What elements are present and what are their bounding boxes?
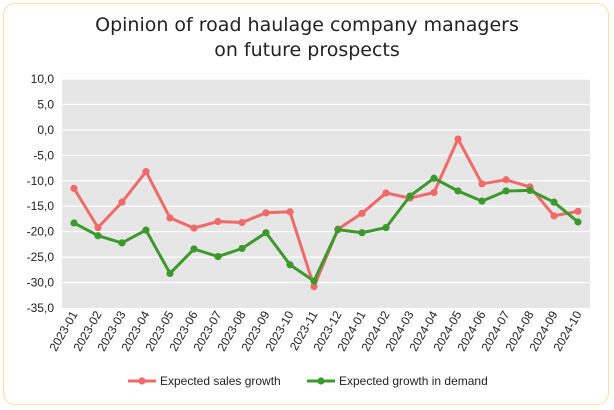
series-1-point bbox=[262, 209, 270, 217]
series-2-point bbox=[574, 218, 582, 226]
series-1-point bbox=[310, 283, 318, 291]
series-1-point bbox=[430, 188, 438, 197]
series-2-point bbox=[118, 239, 126, 247]
series-2-point bbox=[142, 226, 150, 234]
series-2-point bbox=[70, 219, 78, 227]
series-2-point bbox=[406, 192, 414, 200]
series-1-point bbox=[142, 168, 150, 176]
series-2-point bbox=[502, 187, 510, 195]
series-line-2 bbox=[73, 176, 579, 283]
y-tick-label: -25,0 bbox=[27, 250, 55, 264]
series-1-point bbox=[94, 223, 102, 232]
series-1-point bbox=[286, 208, 294, 216]
series-2-point bbox=[310, 277, 318, 285]
y-tick-label: 10,0 bbox=[31, 72, 55, 86]
series-1-point bbox=[214, 217, 222, 226]
series-1-point bbox=[478, 180, 486, 188]
series-1-point bbox=[118, 198, 126, 206]
series-2-point bbox=[286, 261, 294, 269]
series-2-point bbox=[358, 229, 366, 237]
series-2-point bbox=[382, 223, 390, 232]
series-1-point bbox=[70, 184, 78, 193]
chart-title-line-1: Opinion of road haulage company managers bbox=[95, 14, 519, 36]
series-2-point bbox=[478, 197, 486, 205]
series-1-point bbox=[502, 176, 510, 184]
series-1-point bbox=[550, 212, 558, 220]
series-1-point bbox=[454, 135, 462, 143]
series-1-point bbox=[166, 214, 174, 222]
legend-marker-1 bbox=[138, 377, 146, 385]
series-2-point bbox=[166, 269, 174, 277]
y-tick-label: -15,0 bbox=[27, 199, 55, 213]
series-1-point bbox=[238, 218, 246, 227]
legend-marker-2 bbox=[317, 377, 325, 385]
plot-area bbox=[62, 79, 590, 308]
legend-label-1: Expected sales growth bbox=[160, 374, 281, 388]
series-2-point bbox=[454, 187, 462, 195]
legend-label-2: Expected growth in demand bbox=[339, 374, 488, 388]
y-tick-label: -30,0 bbox=[27, 276, 55, 290]
series-2-point bbox=[238, 244, 246, 253]
series-2-point bbox=[190, 245, 198, 253]
series-1-point bbox=[358, 209, 366, 217]
series-2-point bbox=[262, 229, 270, 237]
y-tick-label: -10,0 bbox=[27, 174, 55, 188]
chart-title-line-2: on future prospects bbox=[214, 39, 400, 61]
series-2-point bbox=[430, 174, 438, 182]
series-2-point bbox=[334, 226, 342, 234]
series-2-point bbox=[550, 198, 558, 206]
series-1-point bbox=[190, 224, 198, 232]
series-1-point bbox=[574, 207, 582, 215]
y-tick-label: -20,0 bbox=[27, 225, 55, 239]
y-tick-label: 0,0 bbox=[37, 123, 54, 137]
series-2-point bbox=[214, 253, 222, 261]
series-2-point bbox=[526, 186, 534, 195]
series-2-point bbox=[94, 232, 102, 240]
series-1-point bbox=[382, 189, 390, 197]
y-tick-label: -35,0 bbox=[27, 301, 55, 315]
y-tick-label: 5,0 bbox=[37, 97, 54, 111]
y-tick-label: -5,0 bbox=[33, 148, 54, 162]
